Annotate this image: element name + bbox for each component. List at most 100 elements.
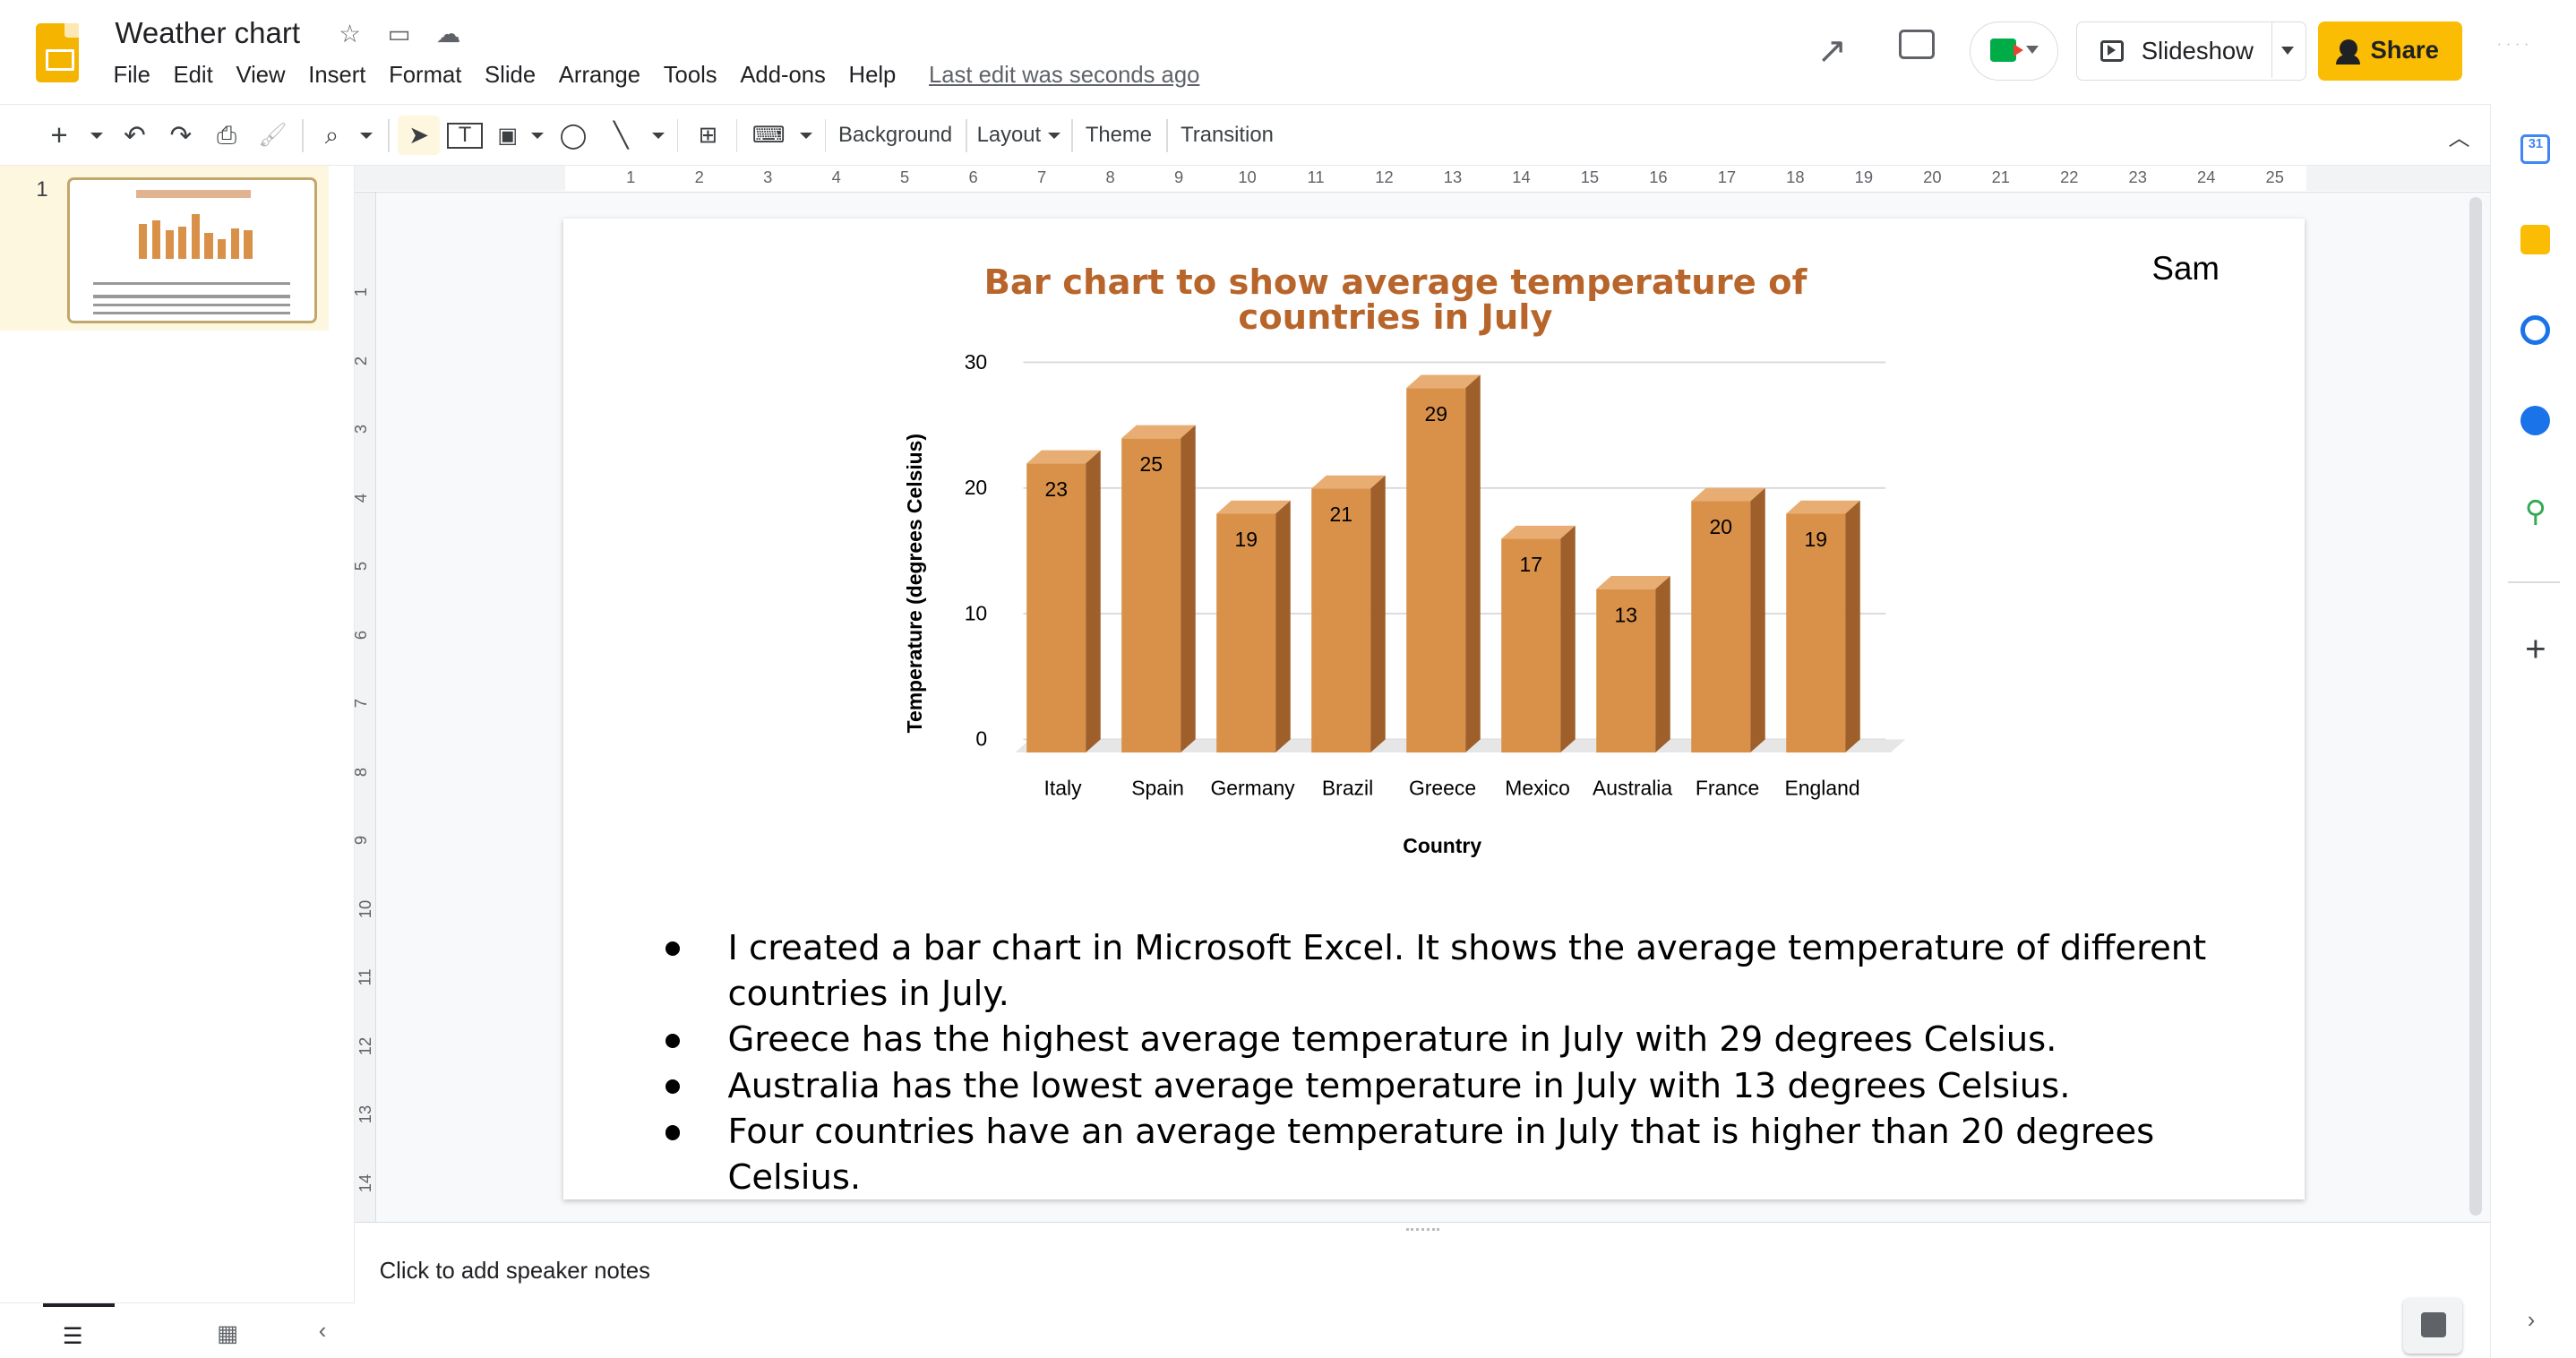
tasks-icon[interactable]: [2520, 315, 2551, 346]
share-button[interactable]: Share: [2317, 21, 2463, 81]
account-avatar[interactable]: · · · ·: [2496, 36, 2529, 53]
bullet-item: Greece has the highest average temperatu…: [662, 1017, 2271, 1062]
input-tools-dropdown[interactable]: [792, 116, 815, 155]
ruler-tick-label: 14: [1512, 168, 1531, 187]
new-slide-icon[interactable]: +: [50, 118, 68, 152]
expand-side-panel-icon[interactable]: ›: [2527, 1307, 2536, 1333]
slides-logo-icon[interactable]: [36, 22, 80, 82]
thumbnail-bar: [244, 229, 253, 260]
slide-thumbnail[interactable]: [67, 177, 317, 324]
ruler-tick-label: 11: [1307, 168, 1325, 187]
thumbnail-bar: [151, 220, 161, 260]
meet-button[interactable]: [1969, 21, 2058, 81]
slideshow-divider: [2271, 21, 2273, 79]
new-slide-layout-dropdown[interactable]: [82, 116, 106, 155]
layout-button[interactable]: Layout: [975, 116, 1060, 155]
add-comment-icon[interactable]: ⊞: [698, 123, 718, 149]
comment-history-icon[interactable]: [1899, 30, 1936, 59]
shape-icon[interactable]: ◯: [559, 121, 588, 150]
undo-icon[interactable]: ↶: [124, 120, 146, 150]
explore-button[interactable]: [2403, 1297, 2463, 1354]
transition-button[interactable]: Transition: [1181, 123, 1274, 148]
x-tick-label: England: [1785, 777, 1860, 800]
canvas-scrollbar[interactable]: [2469, 197, 2483, 1216]
author-name[interactable]: Sam: [2151, 249, 2220, 287]
layout-label: Layout: [976, 123, 1042, 148]
collapse-toolbar-icon[interactable]: ︿: [2448, 125, 2470, 150]
ruler-tick-label: 21: [1991, 168, 2010, 187]
menu-slide[interactable]: Slide: [485, 62, 537, 88]
contacts-icon[interactable]: [2520, 405, 2551, 435]
add-addon-icon[interactable]: +: [2525, 627, 2546, 669]
thumbnail-bar: [230, 228, 239, 260]
zoom-icon[interactable]: ⌕: [324, 120, 339, 149]
menu-help[interactable]: Help: [848, 62, 897, 88]
menu-insert[interactable]: Insert: [308, 62, 366, 88]
theme-button[interactable]: Theme: [1085, 123, 1153, 148]
slide-number: 1: [36, 177, 48, 202]
menu-file[interactable]: File: [113, 62, 150, 88]
bullet-list[interactable]: I created a bar chart in Microsoft Excel…: [662, 925, 2271, 1201]
redo-icon[interactable]: ↷: [169, 120, 193, 150]
data-label: 17: [1520, 553, 1542, 576]
slide[interactable]: Bar chart to show average temperature of…: [563, 218, 2306, 1201]
grid-view-icon[interactable]: ▦: [217, 1320, 239, 1346]
slideshow-button[interactable]: Slideshow: [2076, 21, 2306, 81]
print-icon[interactable]: ⎙: [217, 120, 237, 149]
thumbnail-text-line: [92, 303, 290, 307]
paint-format-icon[interactable]: 🖌: [258, 123, 288, 149]
select-cursor-icon[interactable]: ➤: [397, 116, 441, 156]
meet-icon: [1989, 39, 2023, 62]
menu-edit[interactable]: Edit: [173, 62, 213, 88]
speaker-notes[interactable]: Click to add speaker notes: [355, 1238, 2491, 1358]
menu-addons[interactable]: Add-ons: [740, 62, 826, 88]
collapse-filmstrip-icon[interactable]: ‹: [318, 1318, 327, 1344]
line-dropdown[interactable]: [644, 116, 667, 155]
star-icon[interactable]: ☆: [339, 20, 361, 47]
data-label: 21: [1330, 503, 1352, 526]
bar-side: [1750, 487, 1765, 752]
activity-trend-icon[interactable]: ↗: [1816, 30, 1848, 71]
toolbar-divider: [824, 119, 827, 152]
y-axis-label: Temperature (degrees Celsius): [903, 434, 926, 733]
input-tools-icon[interactable]: ⌨: [751, 123, 786, 149]
image-dropdown[interactable]: [522, 116, 545, 155]
bar-side: [1465, 374, 1481, 752]
horizontal-ruler[interactable]: 1 2 3 4 5 6 7 8 9 10 11 12 13 14 15 16 17 18 19 20 21 22 23 24 2…: [355, 166, 2491, 193]
filmstrip-view-icon[interactable]: ☰: [62, 1324, 83, 1350]
last-edit-link[interactable]: Last edit was seconds ago: [929, 62, 1200, 88]
vertical-ruler[interactable]: 1 2 3 4 5 6 7 8 9 10 11 12 13 14: [351, 192, 376, 1223]
ruler-tick-label: 4: [351, 493, 371, 503]
ruler-tick-label: 18: [1786, 168, 1805, 187]
notes-resize-handle[interactable]: [355, 1222, 2491, 1239]
ruler-tick-label: 17: [1717, 168, 1737, 187]
menu-tools[interactable]: Tools: [663, 62, 717, 88]
maps-icon[interactable]: ⚲: [2524, 494, 2546, 528]
document-title[interactable]: Weather chart: [115, 16, 301, 50]
move-folder-icon[interactable]: ▭: [387, 20, 411, 47]
ruler-tick-label: 14: [356, 1173, 375, 1192]
calendar-icon[interactable]: 31: [2520, 134, 2551, 165]
toolbar-divider: [302, 119, 305, 152]
thumbnail-title-preview: [135, 190, 251, 199]
cloud-status-icon[interactable]: ☁: [435, 20, 461, 47]
person-icon: [2335, 39, 2361, 64]
text-box-icon[interactable]: T: [446, 122, 484, 150]
zoom-dropdown[interactable]: [351, 116, 374, 155]
y-tick-label: 0: [975, 727, 987, 751]
menu-view[interactable]: View: [236, 62, 286, 88]
thumbnail-bar: [191, 214, 200, 260]
background-button[interactable]: Background: [837, 123, 953, 148]
line-icon[interactable]: ╲: [613, 121, 629, 150]
menu-arrange[interactable]: Arrange: [558, 62, 641, 88]
ruler-tick-label: 15: [1580, 168, 1600, 187]
data-label: 13: [1615, 603, 1637, 626]
image-icon[interactable]: ▣: [497, 123, 518, 148]
thumbnail-bar: [178, 227, 187, 260]
ruler-tick-label: 11: [355, 968, 374, 986]
slideshow-dropdown-icon[interactable]: [2280, 47, 2294, 56]
keep-icon[interactable]: [2520, 225, 2551, 255]
menu-format[interactable]: Format: [389, 62, 462, 88]
data-label: 19: [1805, 528, 1827, 551]
